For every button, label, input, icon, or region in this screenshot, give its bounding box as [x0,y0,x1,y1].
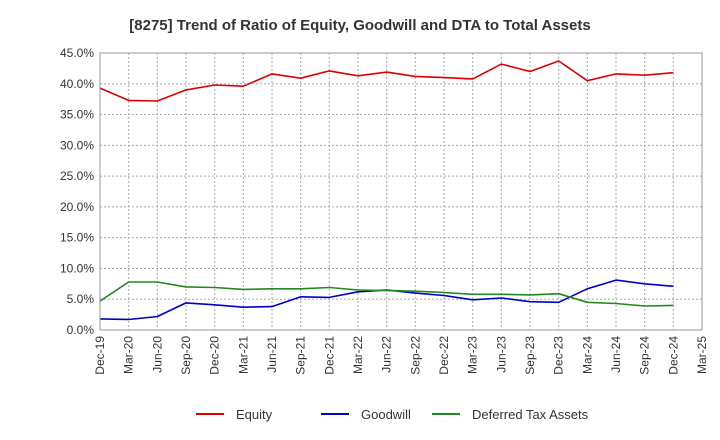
x-tick-label: Jun-24 [609,336,623,373]
plot-frame [99,52,703,331]
x-tick-label: Jun-23 [494,336,508,373]
x-tick-label: Mar-21 [236,336,250,374]
x-tick-label: Dec-22 [437,336,451,375]
x-tick-label: Sep-22 [408,336,422,375]
y-tick-label: 15.0% [60,231,94,245]
x-tick-label: Mar-24 [580,336,594,374]
y-tick-label: 45.0% [60,46,94,60]
legend: Equity Goodwill Deferred Tax Assets [196,407,589,422]
y-tick-label: 35.0% [60,108,94,122]
x-tick-label: Sep-23 [523,336,537,375]
x-tick-label: Sep-20 [179,336,193,375]
x-axis: Dec-19 Mar-20 Jun-20 Sep-20 Dec-20 Mar-21 Jun-… [93,336,709,375]
y-tick-label: 40.0% [60,77,94,91]
y-tick-label: 5.0% [67,292,95,306]
legend-label: Equity [236,407,273,422]
grid [99,52,703,331]
x-tick-label: Jun-22 [380,336,394,373]
x-tick-label: Mar-20 [122,336,136,374]
x-tick-label: Jun-21 [265,336,279,373]
y-tick-label: 25.0% [60,169,94,183]
x-tick-label: Mar-23 [466,336,480,374]
y-tick-label: 0.0% [67,323,95,337]
series-line-deferred-tax-assets [99,281,674,307]
y-tick-label: 20.0% [60,200,94,214]
legend-label: Deferred Tax Assets [472,407,589,422]
x-tick-label: Sep-21 [294,336,308,375]
series-line-equity [99,60,674,102]
legend-label: Goodwill [361,407,411,422]
chart-title: [8275] Trend of Ratio of Equity, Goodwil… [129,17,590,34]
y-tick-label: 30.0% [60,138,94,152]
x-tick-label: Dec-19 [93,336,107,375]
x-tick-label: Sep-24 [638,336,652,375]
x-tick-label: Mar-22 [351,336,365,374]
x-tick-label: Dec-23 [552,336,566,375]
series-layer [99,60,674,321]
x-tick-label: Mar-25 [695,336,709,374]
x-tick-label: Jun-20 [150,336,164,373]
x-tick-label: Dec-21 [322,336,336,375]
y-axis: 0.0% 5.0% 10.0% 15.0% 20.0% 25.0% 30.0% 35.0% 40… [60,46,94,337]
x-tick-label: Dec-24 [666,336,680,375]
y-tick-label: 10.0% [60,261,94,275]
x-tick-label: Dec-20 [208,336,222,375]
